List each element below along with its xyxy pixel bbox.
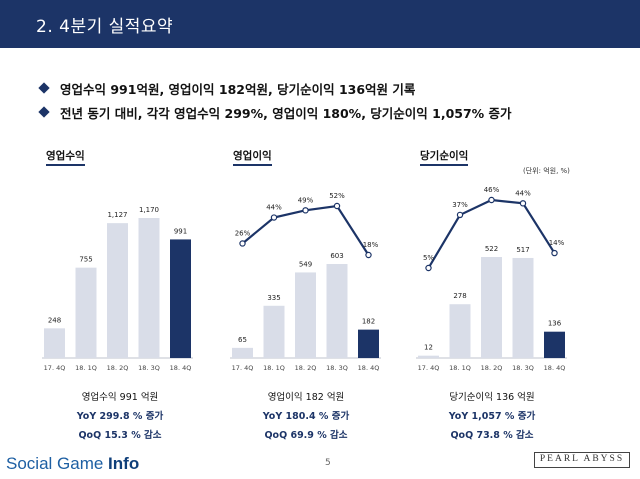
margin-pct-label: 46%	[484, 186, 500, 194]
slide-title: 2. 4분기 실적요약	[36, 17, 174, 37]
margin-pct-label: 18%	[363, 241, 379, 249]
chart-title-net-income: 당기순이익	[420, 148, 469, 166]
bullet-item: 영업수익 991억원, 영업이익 182억원, 당기순이익 136억원 기록	[38, 76, 512, 100]
summary-revenue: 영업수익 991 억원 YoY 299.8 % 증가 QoQ 15.3 % 감소	[40, 388, 200, 445]
bar	[170, 239, 191, 358]
bar-value-label: 991	[174, 227, 187, 235]
margin-pct-label: 37%	[452, 201, 468, 209]
bar	[295, 272, 316, 358]
margin-point	[239, 240, 246, 247]
page-number: 5	[325, 458, 331, 468]
x-tick-label: 17. 4Q	[232, 364, 254, 372]
bar-value-label: 12	[424, 344, 433, 352]
brand-regular: Social Game	[6, 454, 109, 473]
bar	[232, 347, 253, 358]
bar-value-label: 549	[299, 260, 312, 268]
bullet-text: 영업수익 991억원, 영업이익 182억원, 당기순이익 136억원 기록	[60, 81, 416, 97]
summary-line: 당기순이익 136 억원	[449, 392, 535, 403]
x-tick-label: 18. 2Q	[107, 364, 129, 372]
bar	[107, 223, 128, 358]
source-watermark: Social Game Info	[6, 454, 139, 474]
bar-value-label: 65	[238, 336, 247, 344]
bar	[263, 305, 285, 358]
charts-canvas: 248 17. 4Q 755 18. 1Q 1,127 18. 2Q 1,170 18. 3Q…	[42, 186, 567, 372]
x-tick-label: 18. 2Q	[481, 364, 503, 372]
margin-point	[519, 200, 527, 207]
margin-pct-label: 49%	[298, 196, 314, 204]
bar-value-label: 278	[453, 292, 466, 300]
margin-pct-label: 26%	[235, 229, 251, 237]
chart-title-revenue: 영업수익	[46, 148, 85, 166]
margin-point	[456, 211, 464, 219]
bar	[512, 257, 534, 358]
margin-point	[365, 251, 372, 259]
margin-pct-label: 44%	[515, 189, 531, 197]
summary-line: QoQ 15.3 % 감소	[78, 430, 162, 441]
summary-line: YoY 180.4 % 증가	[262, 411, 350, 422]
margin-pct-label: 44%	[266, 204, 282, 212]
chart-title-operating-profit: 영업이익	[233, 148, 272, 166]
margin-point	[302, 207, 309, 214]
x-tick-label: 17. 4Q	[418, 364, 440, 372]
x-tick-label: 18. 4Q	[544, 364, 566, 372]
bar-value-label: 522	[485, 245, 498, 253]
bullet-item: 전년 동기 대비, 각각 영업수익 299%, 영업이익 180%, 당기순이익…	[38, 100, 512, 124]
bar-value-label: 603	[330, 252, 343, 260]
bar	[138, 218, 160, 358]
summary-net-income: 당기순이익 136 억원 YoY 1,057 % 증가 QoQ 73.8 % 감…	[412, 388, 572, 445]
x-tick-label: 18. 4Q	[358, 364, 380, 372]
margin-pct-label: 5%	[423, 254, 434, 262]
margin-point	[270, 214, 278, 221]
margin-pct-label: 14%	[549, 239, 565, 247]
bar-value-label: 335	[267, 294, 280, 302]
bullet-list: 영업수익 991억원, 영업이익 182억원, 당기순이익 136억원 기록 전…	[38, 76, 512, 124]
bar	[418, 355, 439, 358]
margin-point	[425, 264, 432, 272]
slide-header: 2. 4분기 실적요약	[0, 0, 640, 48]
bar-value-label: 755	[79, 256, 92, 264]
bar-value-label: 136	[548, 320, 562, 328]
bar-value-label: 1,170	[139, 206, 159, 214]
bar	[544, 331, 565, 358]
company-logo: PEARL ABYSS	[534, 452, 630, 468]
summary-line: YoY 299.8 % 증가	[76, 411, 164, 422]
bar	[75, 267, 97, 358]
x-tick-label: 18. 2Q	[295, 364, 317, 372]
bar	[358, 329, 379, 358]
x-tick-label: 18. 3Q	[326, 364, 348, 372]
bar	[481, 257, 502, 358]
summary-operating-profit: 영업이익 182 억원 YoY 180.4 % 증가 QoQ 69.9 % 감소	[226, 388, 386, 445]
bar-value-label: 517	[516, 246, 529, 254]
x-tick-label: 18. 3Q	[512, 364, 534, 372]
bar-value-label: 182	[362, 318, 375, 326]
bar	[326, 264, 348, 358]
bar-value-label: 1,127	[107, 211, 127, 219]
summary-line: 영업이익 182 억원	[267, 392, 345, 403]
unit-note: (단위: 억원, %)	[523, 167, 570, 175]
x-tick-label: 17. 4Q	[44, 364, 66, 372]
bullet-text: 전년 동기 대비, 각각 영업수익 299%, 영업이익 180%, 당기순이익…	[60, 105, 512, 121]
bar-value-label: 248	[48, 316, 61, 324]
brand-bold: Info	[108, 454, 140, 473]
x-tick-label: 18. 1Q	[449, 364, 471, 372]
summary-line: 영업수익 991 억원	[81, 392, 159, 403]
summary-line: YoY 1,057 % 증가	[448, 411, 536, 422]
x-tick-label: 18. 3Q	[138, 364, 160, 372]
margin-pct-label: 52%	[329, 192, 345, 200]
margin-point	[333, 202, 341, 210]
bar	[44, 328, 65, 358]
summary-line: QoQ 69.9 % 감소	[264, 430, 348, 441]
margin-point	[551, 249, 558, 257]
x-tick-label: 18. 1Q	[75, 364, 97, 372]
margin-point	[488, 196, 495, 204]
summary-line: QoQ 73.8 % 감소	[450, 430, 534, 441]
bar	[449, 304, 471, 358]
x-tick-label: 18. 1Q	[263, 364, 285, 372]
x-tick-label: 18. 4Q	[170, 364, 192, 372]
